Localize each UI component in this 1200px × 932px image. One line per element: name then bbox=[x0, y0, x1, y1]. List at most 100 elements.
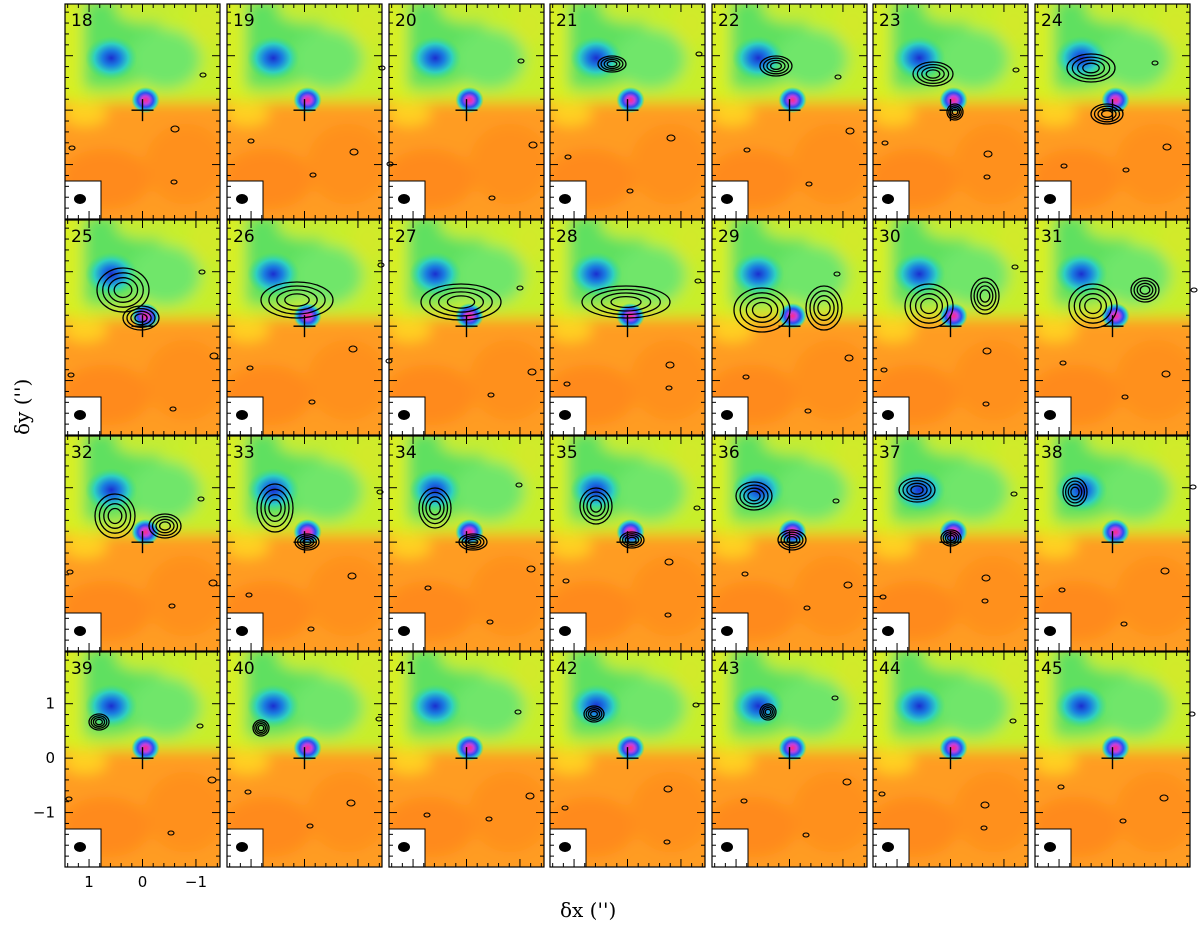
noise-contour bbox=[486, 619, 494, 625]
contour-level bbox=[446, 295, 476, 309]
panel-ticks bbox=[712, 436, 867, 652]
contour-level bbox=[786, 535, 798, 545]
channel-label: 24 bbox=[1041, 11, 1063, 31]
emission-contours bbox=[1062, 477, 1088, 507]
contour-level bbox=[610, 295, 642, 309]
noise-contour bbox=[742, 374, 750, 380]
noise-contour bbox=[488, 195, 496, 201]
noise-contour bbox=[245, 592, 253, 598]
channel-label: 18 bbox=[71, 11, 93, 31]
contour-level bbox=[268, 499, 282, 517]
noise-contour bbox=[209, 352, 219, 360]
contour-level bbox=[151, 515, 179, 537]
contour-level bbox=[96, 267, 150, 313]
emission-contours bbox=[579, 487, 645, 549]
contour-level bbox=[910, 485, 924, 495]
contour-level bbox=[581, 285, 671, 319]
beam-ellipse bbox=[398, 842, 410, 852]
noise-contours bbox=[386, 58, 538, 201]
channel-label: 41 bbox=[395, 659, 417, 679]
contour-level bbox=[260, 488, 290, 528]
noise-contours bbox=[244, 716, 383, 829]
channel-panel-38: 38 bbox=[1034, 435, 1197, 652]
noise-contour bbox=[247, 138, 255, 144]
contour-level bbox=[624, 534, 640, 546]
noise-contour bbox=[167, 830, 175, 836]
contour-level bbox=[914, 293, 944, 319]
contour-level bbox=[429, 287, 493, 317]
contour-level bbox=[1097, 107, 1117, 121]
panel-ticks bbox=[65, 436, 220, 652]
contour-level bbox=[1076, 59, 1106, 77]
emission-contours bbox=[1068, 277, 1160, 329]
noise-contour bbox=[1009, 718, 1017, 724]
noise-contour bbox=[804, 408, 812, 414]
contour-level bbox=[762, 57, 790, 75]
noise-contour bbox=[423, 812, 431, 818]
panel-ticks bbox=[873, 4, 1028, 220]
contour-level bbox=[733, 287, 791, 333]
noise-contour bbox=[802, 832, 810, 838]
contour-level bbox=[421, 491, 449, 525]
panel-ticks bbox=[712, 4, 867, 220]
beam-ellipse bbox=[236, 410, 248, 420]
contour-level bbox=[94, 718, 104, 726]
beam-ellipse bbox=[559, 626, 571, 636]
channel-label: 42 bbox=[556, 659, 578, 679]
channel-panel-28: 28 bbox=[549, 219, 706, 436]
noise-contour bbox=[1151, 60, 1159, 66]
beam-ellipse bbox=[882, 194, 894, 204]
noise-contours bbox=[67, 269, 219, 412]
channel-label: 31 bbox=[1041, 227, 1063, 247]
noise-contour bbox=[528, 141, 538, 149]
channel-panel-25: 25 bbox=[64, 219, 221, 436]
channel-panel-39: 39 1 0 −1 1 0 −1 bbox=[33, 651, 221, 891]
channel-panel-19: 19 bbox=[226, 3, 386, 220]
noise-contour bbox=[694, 278, 702, 284]
noise-contour bbox=[65, 796, 73, 802]
contour-level bbox=[260, 281, 334, 319]
noise-contour bbox=[67, 372, 75, 378]
noise-contour bbox=[803, 605, 811, 611]
noise-contour bbox=[309, 172, 317, 178]
noise-contour bbox=[527, 368, 537, 376]
channel-panel-21: 21 bbox=[549, 3, 706, 220]
emission-contours bbox=[252, 719, 270, 737]
channel-panel-20: 20 bbox=[386, 3, 545, 220]
noise-contour bbox=[834, 74, 842, 80]
contour-level bbox=[107, 507, 123, 525]
panel-ticks bbox=[389, 4, 544, 220]
noise-contour bbox=[517, 58, 525, 64]
noise-contour bbox=[1119, 818, 1127, 824]
noise-contour bbox=[666, 134, 676, 142]
contour-level bbox=[898, 477, 936, 503]
panel-ticks bbox=[227, 436, 382, 652]
beam-ellipse bbox=[74, 410, 86, 420]
contour-level bbox=[428, 500, 442, 516]
contour-level bbox=[257, 724, 265, 732]
noise-contour bbox=[831, 695, 839, 701]
contour-level bbox=[1133, 279, 1157, 301]
contour-level bbox=[948, 105, 962, 119]
contour-level bbox=[122, 305, 160, 331]
noise-contours bbox=[245, 489, 384, 632]
channel-panel-45: 45 bbox=[1034, 651, 1196, 868]
contour-level bbox=[745, 297, 779, 323]
channel-panel-29: 29 bbox=[711, 219, 868, 436]
panel-ticks bbox=[65, 220, 220, 436]
noise-contour bbox=[845, 127, 855, 135]
contour-level bbox=[98, 498, 132, 534]
noise-contours bbox=[564, 51, 703, 194]
contour-level bbox=[1068, 283, 1118, 329]
contour-level bbox=[751, 301, 773, 319]
noise-contour bbox=[386, 161, 394, 167]
noise-contour bbox=[562, 578, 570, 584]
beam-ellipse bbox=[882, 842, 894, 852]
contour-level bbox=[1073, 288, 1113, 324]
noise-contour bbox=[169, 406, 177, 412]
beam-ellipse bbox=[882, 626, 894, 636]
noise-contours bbox=[65, 723, 217, 836]
noise-contour bbox=[1120, 621, 1128, 627]
emission-contours bbox=[733, 285, 843, 333]
